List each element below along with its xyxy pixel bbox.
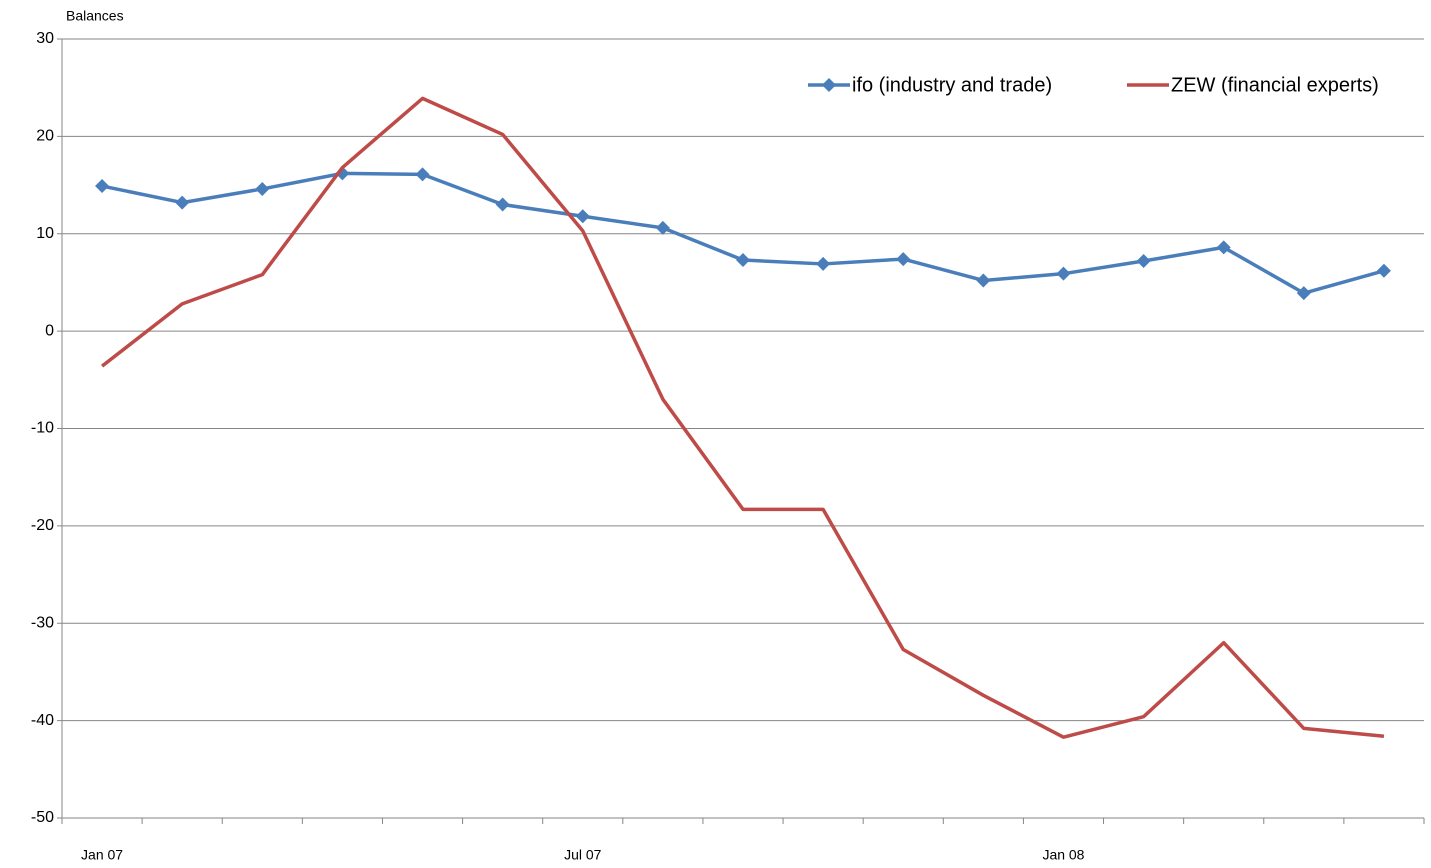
point-marker [896, 252, 911, 267]
y-tick-label: 30 [36, 30, 54, 47]
y-tick-label: -50 [31, 809, 54, 826]
point-marker [575, 209, 590, 224]
x-tick-label: Jan 08 [1042, 847, 1084, 863]
point-marker [255, 181, 270, 196]
point-marker [495, 197, 510, 212]
y-tick-label: -40 [31, 712, 54, 729]
point-marker [1376, 263, 1391, 278]
legend-marker [822, 78, 836, 92]
point-marker [415, 167, 430, 182]
point-marker [736, 253, 750, 268]
point-marker [1136, 254, 1151, 269]
point-marker [1216, 240, 1231, 255]
y-tick-label: -10 [31, 420, 54, 437]
y-tick-label: -20 [31, 517, 54, 534]
point-marker [816, 256, 831, 271]
series-line [100, 96, 1385, 739]
legend-label: ZEW (financial experts) [1171, 74, 1379, 96]
point-marker [655, 220, 670, 235]
y-axis-label: Balances [66, 8, 124, 24]
y-tick-label: 10 [36, 225, 54, 242]
legend-label: ifo (industry and trade) [852, 74, 1052, 96]
point-marker [1056, 266, 1071, 281]
x-tick-label: Jul 07 [564, 847, 602, 863]
y-tick-label: -30 [31, 614, 54, 631]
point-marker [175, 195, 190, 210]
point-marker [1296, 286, 1311, 301]
y-tick-label: 20 [36, 128, 54, 145]
point-marker [976, 273, 991, 288]
x-tick-label: Jan 07 [81, 847, 123, 863]
y-tick-label: 0 [45, 322, 54, 339]
point-marker [95, 179, 110, 194]
